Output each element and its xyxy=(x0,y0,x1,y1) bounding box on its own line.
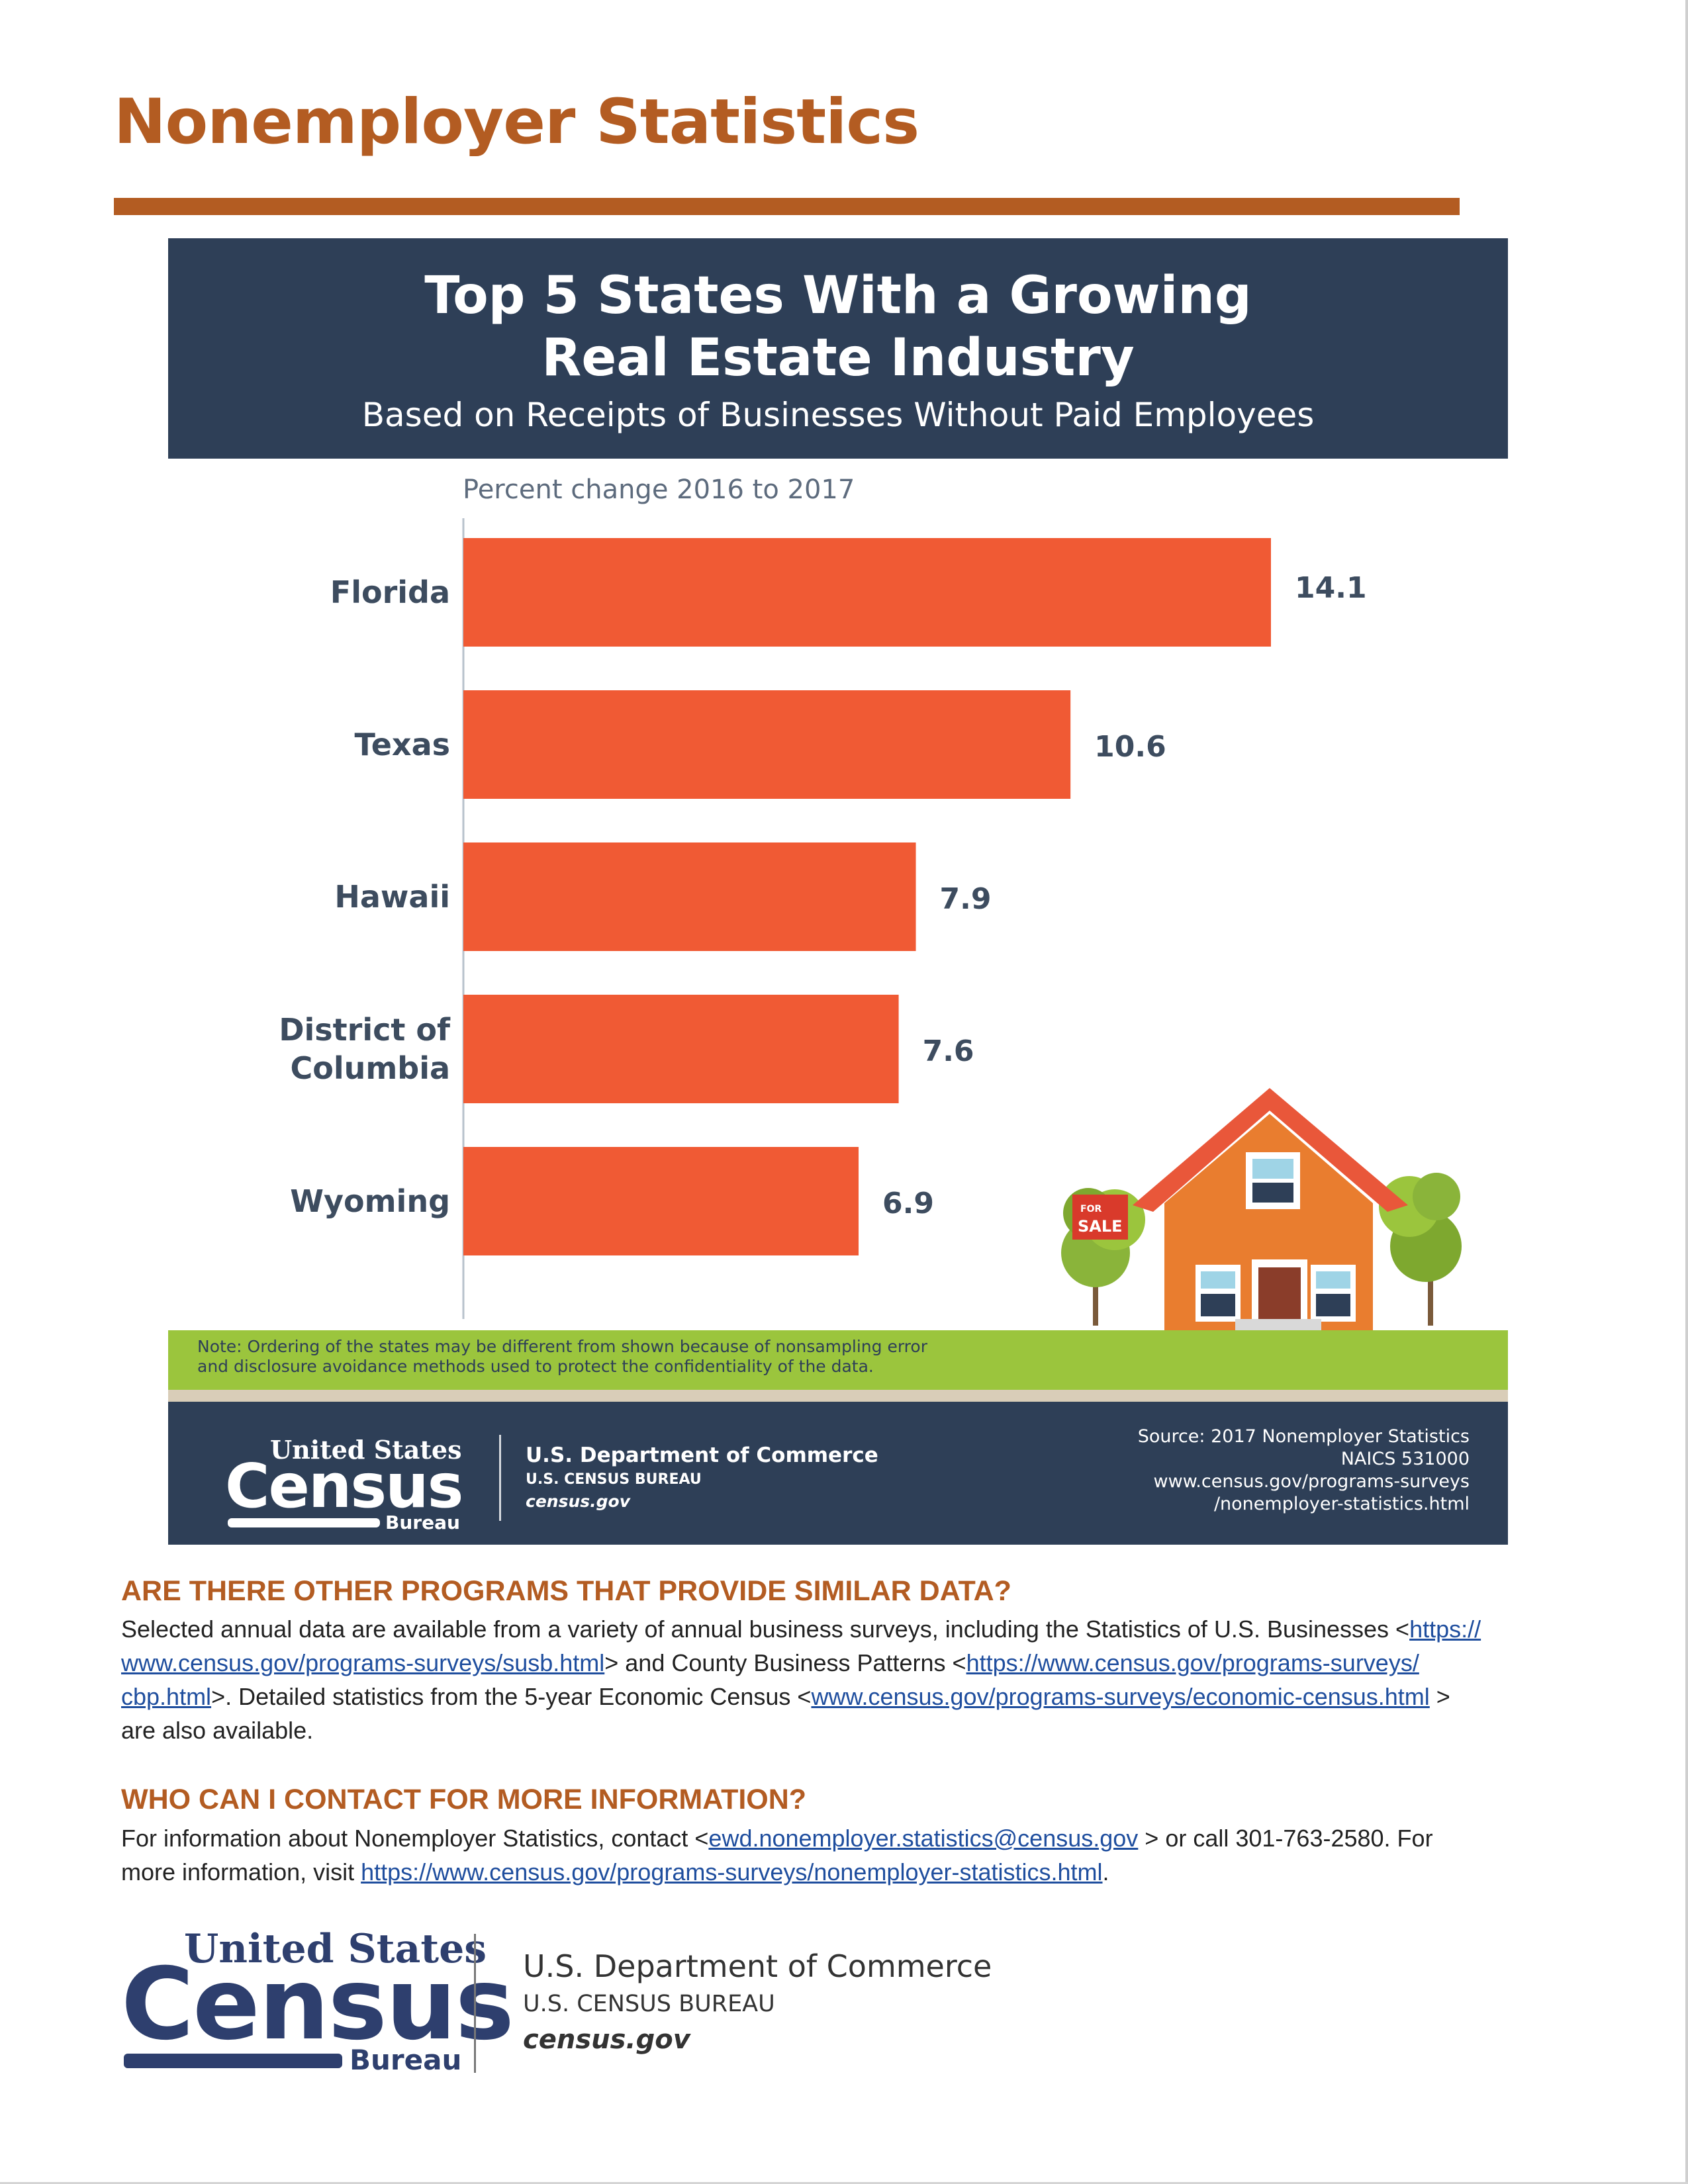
value-label: 14.1 xyxy=(1295,571,1367,605)
infographic-subtitle: Based on Receipts of Businesses Without … xyxy=(361,396,1315,434)
logo-united-states: United States xyxy=(184,1926,487,1972)
logo-underline xyxy=(228,1518,380,1527)
para-text: For information about Nonemployer Statis… xyxy=(121,1825,709,1852)
title-rule xyxy=(114,198,1460,215)
section-paragraph-similar-data: Selected annual data are available from … xyxy=(121,1612,1564,1747)
category-label: Florida xyxy=(330,574,450,610)
susb-link-continued[interactable]: www.census.gov/programs-surveys/susb.htm… xyxy=(121,1649,605,1676)
sign-label-sale: SALE xyxy=(1078,1217,1123,1236)
logo-bureau: Bureau xyxy=(350,2044,462,2076)
category-label: Wyoming xyxy=(290,1183,450,1219)
value-label: 7.9 xyxy=(940,882,992,916)
footer-divider xyxy=(499,1435,501,1521)
nonemployer-statistics-link[interactable]: https://www.census.gov/programs-surveys/… xyxy=(361,1858,1103,1886)
bar-wyoming xyxy=(463,1147,859,1255)
bar-texas xyxy=(463,690,1071,799)
section-heading-similar-data: ARE THERE OTHER PROGRAMS THAT PROVIDE SI… xyxy=(121,1575,1011,1607)
dept-line-2: U.S. CENSUS BUREAU xyxy=(526,1471,702,1488)
value-label: 7.6 xyxy=(923,1034,974,1068)
sign-label-for: FOR xyxy=(1080,1204,1102,1214)
dept-line-3: census.gov xyxy=(523,2025,690,2055)
para-text: are also available. xyxy=(121,1717,314,1744)
para-text: Selected annual data are available from … xyxy=(121,1615,1410,1643)
page-title: Nonemployer Statistics xyxy=(114,86,919,158)
infographic-footer: United States Census Bureau U.S. Departm… xyxy=(168,1402,1508,1545)
economic-census-link[interactable]: www.census.gov/programs-surveys/economic… xyxy=(811,1683,1430,1710)
bar-chart: Percent change 2016 to 2017 14.1Florida1… xyxy=(279,475,1462,1330)
cbp-link-continued[interactable]: cbp.html xyxy=(121,1683,212,1710)
note-line-2: and disclosure avoidance methods used to… xyxy=(197,1357,874,1376)
chart-bars: 14.1 Florida 10.6 Texas 7.9 Hawaii 7.6 District… xyxy=(279,538,1367,1255)
ground-line xyxy=(168,1390,1508,1402)
logo-bureau: Bureau xyxy=(385,1512,460,1533)
para-text: > xyxy=(1429,1683,1450,1710)
category-label: Columbia xyxy=(290,1050,450,1086)
house-illustration: FOR SALE xyxy=(1025,1088,1462,1330)
contact-email-link[interactable]: ewd.nonemployer.statistics@census.gov xyxy=(708,1825,1139,1852)
footer-department: U.S. Department of Commerce U.S. CENSUS … xyxy=(526,1441,878,1513)
source-line-1: Source: 2017 Nonemployer Statistics xyxy=(1137,1426,1470,1447)
census-logo: United States Census Bureau xyxy=(225,1435,490,1533)
source-line-2: NAICS 531000 xyxy=(1340,1449,1470,1469)
section-paragraph-contact: For information about Nonemployer Statis… xyxy=(121,1821,1564,1889)
dept-line-2: U.S. CENSUS BUREAU xyxy=(523,1991,775,2017)
bar-florida xyxy=(463,538,1271,647)
infographic-title-line1: Top 5 States With a Growing xyxy=(424,266,1252,326)
infographic-title-line2: Real Estate Industry xyxy=(541,328,1135,388)
para-text: > and County Business Patterns < xyxy=(604,1649,966,1676)
dept-line-1: U.S. Department of Commerce xyxy=(526,1443,878,1467)
bottom-divider xyxy=(474,1934,476,2073)
dept-line-3: census.gov xyxy=(526,1492,630,1511)
logo-underline xyxy=(124,2054,342,2068)
infographic-note: Note: Ordering of the states may be diff… xyxy=(197,1337,1031,1377)
bottom-census-logo: United States Census Bureau xyxy=(121,1926,514,2076)
category-label: District of xyxy=(279,1012,451,1048)
note-line-1: Note: Ordering of the states may be diff… xyxy=(197,1337,927,1356)
logo-united-states: United States xyxy=(270,1435,462,1465)
para-text: >. Detailed statistics from the 5-year E… xyxy=(211,1683,812,1710)
para-text: > or call 301-763-2580. For xyxy=(1138,1825,1433,1852)
category-label: Texas xyxy=(354,727,450,762)
source-line-3: www.census.gov/programs-surveys xyxy=(1153,1471,1470,1492)
susb-link[interactable]: https:// xyxy=(1409,1615,1481,1643)
infographic-header: Top 5 States With a Growing Real Estate … xyxy=(168,238,1508,459)
source-line-4: /nonemployer-statistics.html xyxy=(1213,1494,1470,1514)
dept-line-1: U.S. Department of Commerce xyxy=(523,1948,992,1984)
infographic: Top 5 States With a Growing Real Estate … xyxy=(168,238,1508,1545)
infographic-title: Top 5 States With a Growing Real Estate … xyxy=(168,265,1508,389)
category-label: Hawaii xyxy=(334,879,450,915)
section-heading-contact: WHO CAN I CONTACT FOR MORE INFORMATION? xyxy=(121,1784,807,1815)
bottom-department: U.S. Department of Commerce U.S. CENSUS … xyxy=(523,1946,992,2058)
logo-census: Census xyxy=(121,1947,514,2062)
footer-source: Source: 2017 Nonemployer Statistics NAIC… xyxy=(1138,1426,1470,1516)
para-text: . xyxy=(1102,1858,1109,1886)
value-label: 10.6 xyxy=(1094,730,1166,764)
para-text: more information, visit xyxy=(121,1858,361,1886)
page-bottom-edge xyxy=(0,2182,1688,2184)
bar-hawaii xyxy=(463,842,916,951)
logo-census: Census xyxy=(225,1451,463,1522)
bar-district-of-columbia xyxy=(463,995,899,1103)
page-edge xyxy=(1685,0,1688,2184)
value-label: 6.9 xyxy=(882,1187,934,1220)
cbp-link[interactable]: https://www.census.gov/programs-surveys/ xyxy=(966,1649,1419,1676)
chart-axis-label: Percent change 2016 to 2017 xyxy=(463,475,855,505)
